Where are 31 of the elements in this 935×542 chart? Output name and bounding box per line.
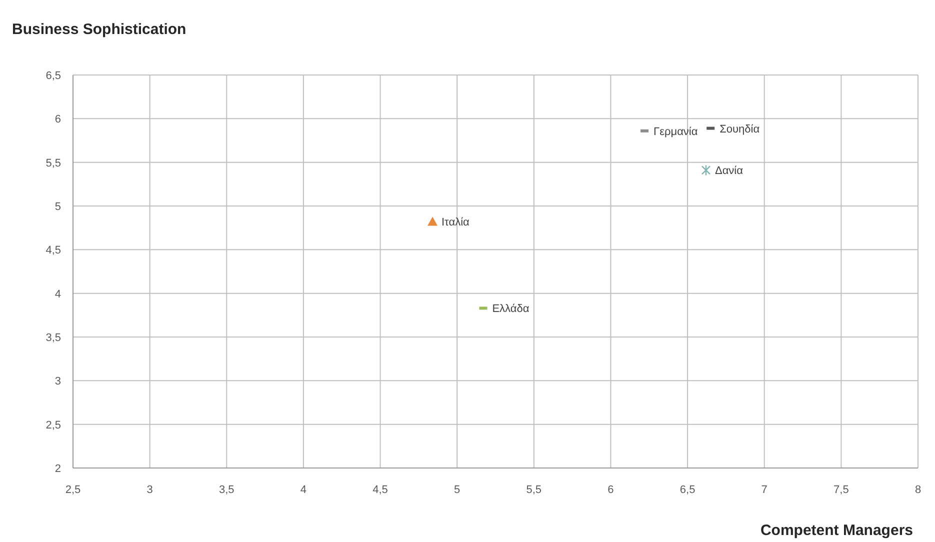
x-tick-label: 4 xyxy=(300,484,307,496)
point xyxy=(428,216,438,226)
series-label: Γερμανία xyxy=(654,126,698,138)
point xyxy=(701,164,711,176)
x-tick-label: 6,5 xyxy=(680,484,696,496)
y-tick-label: 2,5 xyxy=(46,419,61,432)
y-axis-title: Business Sophistication xyxy=(12,21,186,38)
x-tick-label: 6 xyxy=(608,484,614,496)
x-tick-label: 5 xyxy=(454,484,460,496)
y-tick-label: 4,5 xyxy=(46,244,61,257)
y-tick-label: 5 xyxy=(54,201,61,213)
x-tick-label: 8 xyxy=(914,484,922,496)
x-tick-label: 7,5 xyxy=(834,484,849,496)
series-label: Ιταλία xyxy=(442,216,470,229)
x-tick-label: 3,5 xyxy=(218,484,234,496)
y-tick-label: 3 xyxy=(54,376,61,388)
y-tick-label: 5,5 xyxy=(46,157,61,170)
y-tick-label: 6,5 xyxy=(46,70,61,82)
x-tick-label: 7 xyxy=(761,484,768,496)
y-tick-label: 2 xyxy=(54,463,61,475)
y-tick-label: 6 xyxy=(54,114,61,126)
x-tick-label: 3 xyxy=(146,484,153,496)
series-label: Δανία xyxy=(714,165,744,178)
x-tick-label: 2,5 xyxy=(65,484,81,496)
x-tick-label: 5,5 xyxy=(526,484,542,496)
y-tick-label: 4 xyxy=(54,288,61,300)
x-axis-title: Competent Managers xyxy=(760,522,913,539)
x-tick-label: 4,5 xyxy=(372,484,388,496)
series-label: Ελλάδα xyxy=(492,303,530,316)
series-label: Σουηδία xyxy=(720,123,760,136)
y-tick-label: 3,5 xyxy=(46,332,61,344)
